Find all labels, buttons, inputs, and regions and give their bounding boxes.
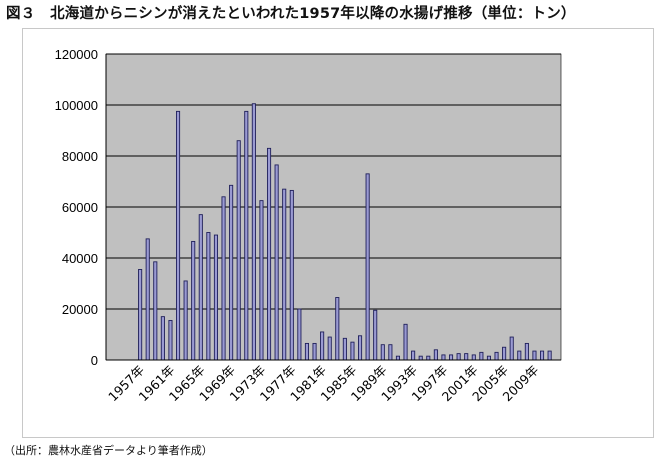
bar-1988年 <box>373 309 378 361</box>
chart-title: 図３ 北海道からニシンが消えたといわれた1957年以降の水揚げ推移（単位：トン） <box>6 6 576 22</box>
y-tick-label: 0 <box>91 353 98 368</box>
bar-2009年 <box>532 350 537 361</box>
bar-1989年 <box>380 344 385 361</box>
bar-1987年 <box>365 173 370 361</box>
bar-1983年 <box>335 297 340 361</box>
bar-2005年 <box>502 346 507 361</box>
bar-1959年 <box>153 261 158 361</box>
bar-2002年 <box>479 351 484 361</box>
bar-1990年 <box>388 344 393 361</box>
bar-1976年 <box>282 188 287 361</box>
bar-1999年 <box>456 353 461 361</box>
bar-1958年 <box>145 238 150 361</box>
bar-1977年 <box>289 189 294 361</box>
bar-1984年 <box>342 337 347 361</box>
bars <box>138 103 552 361</box>
bar-1979年 <box>304 342 310 361</box>
bar-1991年 <box>395 355 401 361</box>
bar-1963年 <box>183 280 188 361</box>
bar-1978年 <box>297 308 302 361</box>
bar-1962年 <box>175 110 181 361</box>
y-tick-label: 40000 <box>62 251 98 266</box>
bar-1968年 <box>221 196 226 361</box>
y-tick-labels: 0 20000 40000 60000 80000 100000 120000 <box>55 47 98 368</box>
y-tick-label: 80000 <box>62 149 98 164</box>
bar-1966年 <box>206 232 211 361</box>
bar-1967年 <box>213 234 219 361</box>
bar-2001年 <box>471 354 476 361</box>
bar-1975年 <box>274 164 279 361</box>
bar-2003年 <box>486 355 492 361</box>
chart-frame <box>22 28 654 438</box>
bar-2004年 <box>494 351 499 361</box>
axes <box>105 53 562 361</box>
bar-1971年 <box>244 110 249 361</box>
bar-1972年 <box>251 103 256 361</box>
bar-1960年 <box>160 316 165 361</box>
bar-1986年 <box>357 335 363 361</box>
bar-1982年 <box>327 336 332 361</box>
bar-1973年 <box>259 200 264 361</box>
bar-2000年 <box>464 353 469 361</box>
bar-1980年 <box>312 342 317 361</box>
bar-2010年 <box>539 350 545 361</box>
y-tick-label: 60000 <box>62 200 98 215</box>
bar-1981年 <box>320 331 325 361</box>
bar-2011年 <box>547 350 552 361</box>
bar-1965年 <box>198 214 203 361</box>
bar-1961年 <box>168 320 173 361</box>
bar-1964年 <box>191 240 196 361</box>
y-tick-label: 120000 <box>55 47 98 62</box>
bar-1993年 <box>411 350 416 361</box>
bar-1996年 <box>433 349 438 361</box>
bar-1957年 <box>138 269 143 361</box>
source-note: （出所：農林水産省データより筆者作成） <box>4 444 213 457</box>
bar-1997年 <box>441 354 446 361</box>
bar-1992年 <box>403 323 408 361</box>
bar-1974年 <box>266 147 272 361</box>
bar-1994年 <box>418 355 423 361</box>
bar-1969年 <box>229 184 234 361</box>
x-tick-labels: 1957年1961年1965年1969年1973年1977年1981年1985年… <box>105 362 541 404</box>
bar-2008年 <box>524 342 529 361</box>
bar-1985年 <box>350 341 355 361</box>
y-tick-label: 20000 <box>62 302 98 317</box>
bar-1970年 <box>236 140 241 361</box>
bar-chart: 0 20000 40000 60000 80000 100000 120000 1957年1… <box>55 47 562 404</box>
bar-1995年 <box>426 355 431 361</box>
y-tick-label: 100000 <box>55 98 98 113</box>
bar-2006年 <box>509 336 514 361</box>
bar-2007年 <box>517 350 522 361</box>
plot-border <box>105 53 562 361</box>
bar-1998年 <box>448 354 454 361</box>
